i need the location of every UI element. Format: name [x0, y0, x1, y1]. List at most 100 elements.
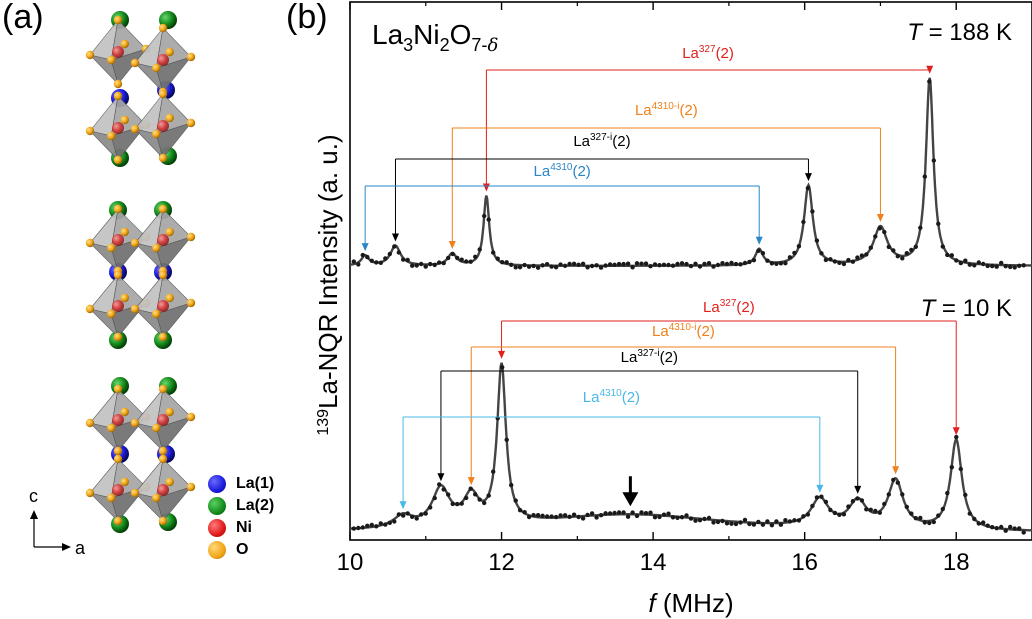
spectrum-data-point	[846, 257, 851, 263]
spectrum-data-point	[482, 213, 487, 219]
o-atom	[130, 58, 140, 68]
spectrum-data-point	[473, 254, 478, 259]
o-atom	[165, 227, 174, 237]
spectrum-data-point	[666, 262, 671, 268]
o-atom	[113, 204, 123, 214]
spectrum-data-point	[405, 511, 410, 516]
spectrum-data-point	[985, 523, 990, 528]
o-atom	[186, 482, 196, 492]
spectrum-data-point	[918, 225, 923, 230]
spectrum-data-point	[922, 520, 927, 525]
spectrum-data-point	[697, 518, 703, 523]
spectrum-data-point	[688, 516, 694, 521]
spectrum-data-point	[369, 258, 374, 263]
spectrum-data-point	[522, 262, 527, 268]
spectrum-data-point	[774, 519, 779, 524]
transition-arrowhead	[854, 485, 862, 494]
spectrum-data-point	[756, 519, 761, 525]
spectrum-data-point	[846, 504, 851, 509]
x-tick-label: 10	[337, 549, 364, 576]
spectrum-data-point	[639, 510, 644, 515]
o-atom	[165, 407, 174, 417]
spectrum-data-point	[976, 260, 981, 265]
o-atom	[113, 91, 123, 101]
spectrum-data-point	[657, 514, 662, 520]
spectrum-data-point	[873, 508, 878, 514]
spectrum-data-point	[940, 506, 945, 512]
o-atom	[152, 63, 161, 73]
spectrum-data-point	[936, 513, 941, 518]
title-sub: 7-	[471, 35, 487, 55]
ni-atom	[112, 234, 124, 246]
spectrum-data-point	[828, 257, 833, 262]
spectrum-data-point	[473, 492, 478, 497]
o-atom	[186, 52, 196, 62]
octahedron	[130, 270, 196, 342]
spectrum-data-point	[882, 229, 887, 235]
spectrum-data-point	[864, 507, 869, 512]
spectrum-data-point	[459, 257, 464, 262]
o-atom	[107, 131, 116, 141]
spectrum-data-point	[702, 261, 707, 267]
spectrum-data-point	[477, 247, 482, 252]
spectrum-data-point	[972, 263, 977, 268]
spectrum-data-point	[491, 250, 496, 255]
o-atom	[158, 23, 168, 33]
legend-la1-dot	[208, 475, 226, 493]
spectrum-data-point	[1012, 526, 1017, 531]
spectrum-data-point	[981, 261, 986, 267]
spectrum-data-point	[1012, 265, 1017, 270]
transition-label-sup: 4310	[599, 388, 622, 399]
o-atom	[165, 113, 174, 123]
transition-label-element: La	[703, 299, 720, 316]
legend-la2-dot	[208, 497, 226, 515]
y-axis-label: 139La-NQR Intensity (a. u.)	[313, 134, 343, 435]
spectrum-data-point	[873, 234, 878, 239]
spectrum-data-point	[805, 185, 811, 191]
spectrum-data-point	[630, 510, 635, 515]
spectrum-data-point	[787, 519, 793, 524]
spectrum-data-point	[495, 256, 500, 261]
spectrum-data-point	[639, 261, 644, 266]
title-part: Ni	[413, 19, 439, 50]
ni-atom	[112, 46, 124, 58]
transition-label-suffix: (2)	[572, 163, 590, 180]
transition-arrowhead	[755, 236, 763, 245]
chart-title: La3Ni2O7-δ	[372, 19, 498, 56]
o-atom	[165, 293, 174, 303]
spectrum-data-point	[531, 263, 536, 269]
spectrum-data-point	[468, 259, 473, 264]
spectrum-data-point	[751, 522, 757, 527]
spectrum-data-point	[513, 498, 518, 503]
transition-arrowhead	[482, 183, 490, 192]
transition-arrowhead	[952, 427, 960, 436]
octahedron	[130, 89, 196, 163]
transition-arrowhead	[816, 484, 824, 493]
spectrum-data-point	[805, 512, 811, 517]
spectrum-data-point	[855, 255, 860, 260]
o-atom	[113, 454, 123, 464]
spectrum-data-point	[571, 261, 577, 266]
spectrum-data-point	[549, 264, 554, 269]
spectrum-data-point	[630, 265, 635, 270]
spectrum-data-point	[643, 511, 649, 516]
spectrum-data-point	[652, 262, 658, 267]
ni-atom	[112, 484, 124, 496]
spectrum-data-point	[535, 513, 541, 518]
title-part: O	[450, 19, 472, 50]
spectrum-data-point	[670, 263, 676, 268]
ni-atom	[157, 300, 169, 312]
transition-label: La4310-i(2)	[635, 101, 698, 119]
x-tick-label: 16	[791, 549, 818, 576]
spectrum-data-point	[423, 511, 428, 516]
o-atom	[120, 293, 129, 303]
spectrum-data-point	[616, 510, 622, 515]
temperature-label-value: = 10 K	[935, 295, 1012, 322]
transition-bracket	[498, 320, 960, 436]
spectrum-data-point	[864, 252, 869, 257]
spectrum-data-point	[648, 510, 653, 515]
transition-label-sup: 327-i	[590, 132, 612, 143]
spectrum-data-point	[949, 465, 954, 470]
spectrum-data-point	[751, 258, 757, 263]
